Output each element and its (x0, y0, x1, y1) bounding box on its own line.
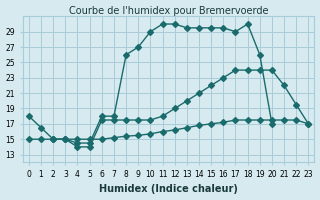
Title: Courbe de l'humidex pour Bremervoerde: Courbe de l'humidex pour Bremervoerde (69, 6, 268, 16)
X-axis label: Humidex (Indice chaleur): Humidex (Indice chaleur) (99, 184, 238, 194)
